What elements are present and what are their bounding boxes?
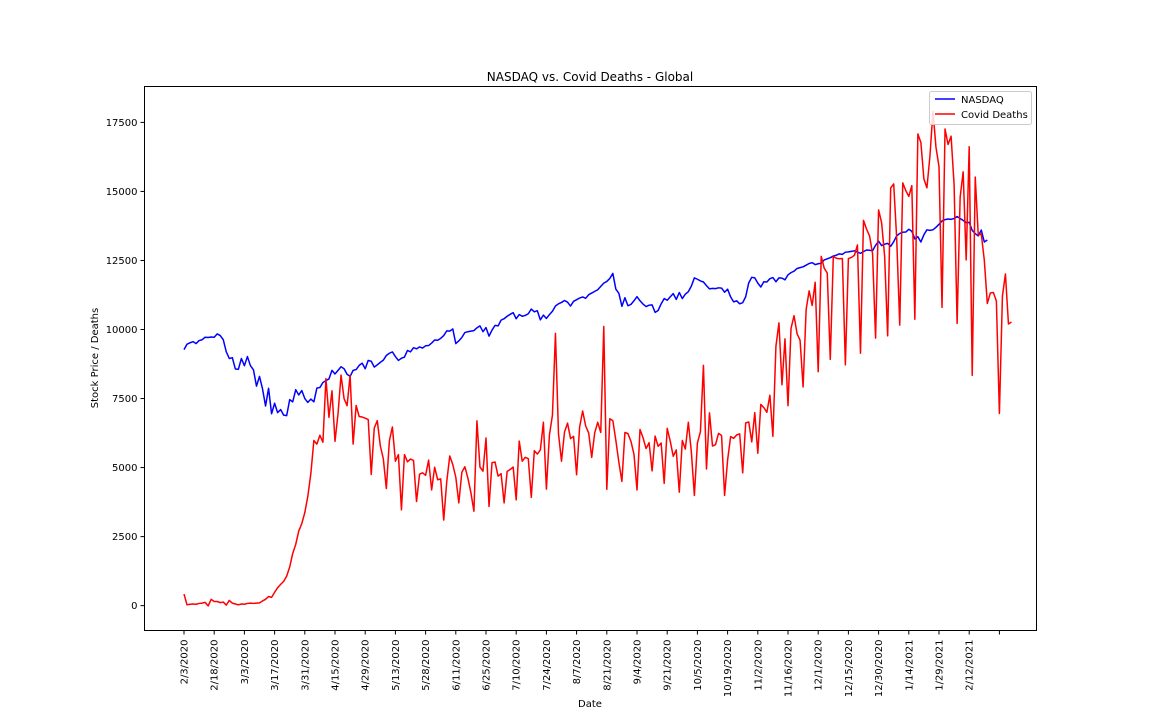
y-tick-label-4: 10000 — [106, 325, 138, 336]
plot-area — [183, 110, 1012, 607]
x-tick-label-0: 2/3/2020 — [180, 640, 191, 685]
y-tick-label-7: 17500 — [106, 118, 138, 129]
x-tick-label-20: 11/16/2020 — [784, 640, 795, 698]
x-tick-label-2: 3/3/2020 — [240, 640, 251, 685]
x-tick-label-25: 1/29/2021 — [935, 640, 946, 691]
x-tick-label-10: 6/25/2020 — [482, 640, 493, 691]
x-tick-label-21: 12/1/2020 — [814, 640, 825, 691]
x-tick-label-17: 10/5/2020 — [693, 640, 704, 691]
x-tick-label-3: 3/17/2020 — [270, 640, 281, 691]
y-axis: 0 2500 5000 7500 10000 12500 15000 17500 — [106, 118, 145, 612]
x-tick-label-14: 8/21/2020 — [602, 640, 613, 691]
y-tick-label-1: 2500 — [112, 532, 137, 543]
x-tick-label-13: 8/7/2020 — [572, 640, 583, 685]
x-tick-label-11: 7/10/2020 — [512, 640, 523, 691]
y-tick-label-2: 5000 — [112, 463, 137, 474]
x-tick-label-4: 3/31/2020 — [300, 640, 311, 691]
x-axis: 2/3/2020 2/18/2020 3/3/2020 3/17/2020 3/31/2… — [180, 630, 1000, 698]
plot-frame — [144, 86, 1037, 631]
legend-label-covid-deaths: Covid Deaths — [961, 110, 1028, 121]
legend: NASDAQ Covid Deaths — [929, 91, 1032, 125]
x-tick-label-18: 10/19/2020 — [723, 640, 734, 698]
y-tick-label-5: 12500 — [106, 256, 138, 267]
x-tick-label-7: 5/13/2020 — [391, 640, 402, 691]
x-tick-label-15: 9/4/2020 — [633, 640, 644, 685]
x-tick-label-5: 4/15/2020 — [331, 640, 342, 691]
x-tick-label-22: 12/15/2020 — [844, 640, 855, 698]
x-tick-label-8: 5/28/2020 — [421, 640, 432, 691]
x-tick-label-23: 12/30/2020 — [874, 640, 885, 698]
y-tick-label-0: 0 — [131, 601, 137, 612]
x-tick-label-16: 9/21/2020 — [663, 640, 674, 691]
y-tick-label-3: 7500 — [112, 394, 137, 405]
x-tick-label-1: 2/18/2020 — [210, 640, 221, 691]
x-tick-label-6: 4/29/2020 — [361, 640, 372, 691]
x-tick-label-9: 6/11/2020 — [451, 640, 462, 691]
x-axis-title: Date — [578, 699, 602, 710]
x-tick-label-12: 7/24/2020 — [542, 640, 553, 691]
x-tick-label-24: 1/14/2021 — [904, 640, 915, 691]
series-line-nasdaq — [183, 215, 988, 417]
x-tick-label-26: 2/12/2021 — [965, 640, 976, 691]
series-line-covid-deaths — [183, 110, 1012, 607]
legend-label-nasdaq: NASDAQ — [961, 95, 1004, 106]
y-tick-label-6: 15000 — [106, 187, 138, 198]
x-tick-label-19: 11/2/2020 — [753, 640, 764, 691]
y-axis-title: Stock Price / Deaths — [90, 308, 101, 408]
chart-title: NASDAQ vs. Covid Deaths - Global — [487, 70, 693, 84]
